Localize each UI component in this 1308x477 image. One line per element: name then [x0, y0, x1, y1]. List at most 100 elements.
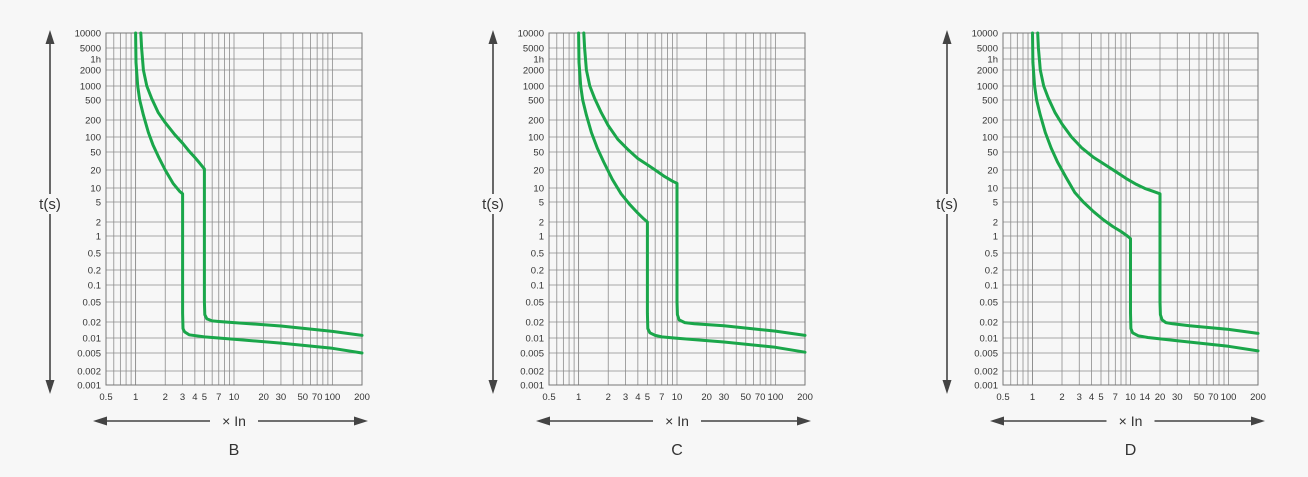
y-tick-label: 1: [96, 232, 101, 243]
x-tick-label: 70: [312, 392, 323, 403]
x-axis-label: × In: [665, 413, 689, 429]
y-tick-label: 0.05: [83, 298, 102, 309]
y-tick-label: 10: [533, 184, 544, 195]
x-tick-label: 5: [645, 392, 650, 403]
y-tick-label: 500: [982, 96, 998, 107]
y-tick-label: 0.001: [77, 381, 101, 392]
y-tick-label: 0.002: [974, 367, 998, 378]
x-tick-label: 10: [672, 392, 683, 403]
y-tick-label: 0.1: [985, 281, 998, 292]
x-tick-label: 0.5: [996, 392, 1009, 403]
y-tick-label: 0.01: [526, 334, 545, 345]
y-tick-label: 200: [528, 116, 544, 127]
y-tick-label: 10: [90, 184, 101, 195]
y-tick-label: 5: [993, 198, 998, 209]
y-tick-label: 1000: [80, 82, 101, 93]
x-label-mask: [653, 412, 701, 430]
x-axis-arrow-right: [1251, 416, 1265, 426]
y-tick-label: 0.005: [974, 349, 998, 360]
x-tick-label: 100: [767, 392, 783, 403]
y-tick-label: 1000: [523, 82, 544, 93]
trip-curve-upper: [1036, 31, 1260, 335]
x-tick-label: 50: [740, 392, 751, 403]
trip-curve-upper: [582, 31, 807, 337]
y-axis-arrow-up: [942, 30, 952, 44]
x-tick-label: 50: [1194, 392, 1205, 403]
y-tick-label: 10000: [518, 29, 544, 40]
y-tick-label: 0.2: [531, 266, 544, 277]
x-tick-label: 3: [623, 392, 628, 403]
x-tick-label: 100: [324, 392, 340, 403]
y-tick-label: 2: [539, 218, 544, 229]
chart-title: B: [229, 442, 240, 459]
plot-frame: [1002, 32, 1259, 386]
y-tick-label: 10000: [972, 29, 998, 40]
x-axis-label: × In: [222, 413, 246, 429]
x-axis-arrow-right: [354, 416, 368, 426]
y-tick-label: 2000: [80, 66, 101, 77]
x-tick-label: 20: [258, 392, 269, 403]
y-tick-label: 500: [528, 96, 544, 107]
x-tick-label: 30: [719, 392, 730, 403]
y-tick-label: 0.001: [520, 381, 544, 392]
trip-curve-lower: [1031, 31, 1260, 353]
x-tick-label: 2: [163, 392, 168, 403]
y-axis-arrow-down: [488, 380, 498, 394]
x-tick-label: 2: [1059, 392, 1064, 403]
x-tick-label: 7: [659, 392, 664, 403]
y-tick-label: 0.02: [526, 318, 545, 329]
y-axis-label: t(s): [482, 196, 504, 213]
y-tick-label: 20: [90, 166, 101, 177]
x-tick-label: 4: [635, 392, 640, 403]
y-tick-label: 1: [539, 232, 544, 243]
x-tick-label: 5: [1098, 392, 1103, 403]
x-tick-label: 4: [1089, 392, 1094, 403]
x-label-mask: [1106, 412, 1155, 430]
y-tick-label: 0.01: [83, 334, 102, 345]
x-tick-label: 20: [701, 392, 712, 403]
y-tick-label: 1h: [90, 55, 101, 66]
y-tick-label: 5000: [977, 44, 998, 55]
x-tick-label: 14: [1140, 392, 1151, 403]
x-tick-label: 10: [1125, 392, 1136, 403]
y-tick-label: 2000: [977, 66, 998, 77]
y-label-mask: [933, 194, 961, 214]
x-tick-label: 5: [202, 392, 207, 403]
trip-curve-upper: [139, 31, 364, 337]
y-tick-label: 0.2: [88, 266, 101, 277]
x-tick-label: 200: [1250, 392, 1266, 403]
x-tick-label: 20: [1155, 392, 1166, 403]
y-axis-arrow-up: [45, 30, 55, 44]
x-tick-label: 30: [276, 392, 287, 403]
y-tick-label: 0.01: [980, 334, 999, 345]
y-tick-label: 0.05: [526, 298, 545, 309]
x-tick-label: 0.5: [542, 392, 555, 403]
y-tick-label: 5: [539, 198, 544, 209]
y-label-mask: [479, 194, 507, 214]
y-tick-label: 0.05: [980, 298, 999, 309]
y-tick-label: 20: [987, 166, 998, 177]
x-axis-label: × In: [1119, 413, 1143, 429]
y-tick-label: 100: [982, 133, 998, 144]
x-tick-label: 1: [1030, 392, 1035, 403]
y-tick-label: 100: [85, 133, 101, 144]
y-tick-label: 10: [987, 184, 998, 195]
x-tick-label: 30: [1172, 392, 1183, 403]
chart-title: C: [671, 442, 683, 459]
y-tick-label: 1h: [987, 55, 998, 66]
y-tick-label: 0.5: [985, 249, 998, 260]
y-tick-label: 50: [987, 148, 998, 159]
plot-frame: [105, 32, 363, 386]
y-tick-label: 0.002: [77, 367, 101, 378]
y-tick-label: 5000: [80, 44, 101, 55]
x-tick-label: 70: [755, 392, 766, 403]
y-tick-label: 20: [533, 166, 544, 177]
y-tick-label: 1h: [533, 55, 544, 66]
y-tick-label: 0.005: [77, 349, 101, 360]
y-tick-label: 200: [85, 116, 101, 127]
x-tick-label: 100: [1221, 392, 1237, 403]
chart-title: D: [1125, 442, 1137, 459]
trip-curve-lower: [134, 31, 364, 355]
